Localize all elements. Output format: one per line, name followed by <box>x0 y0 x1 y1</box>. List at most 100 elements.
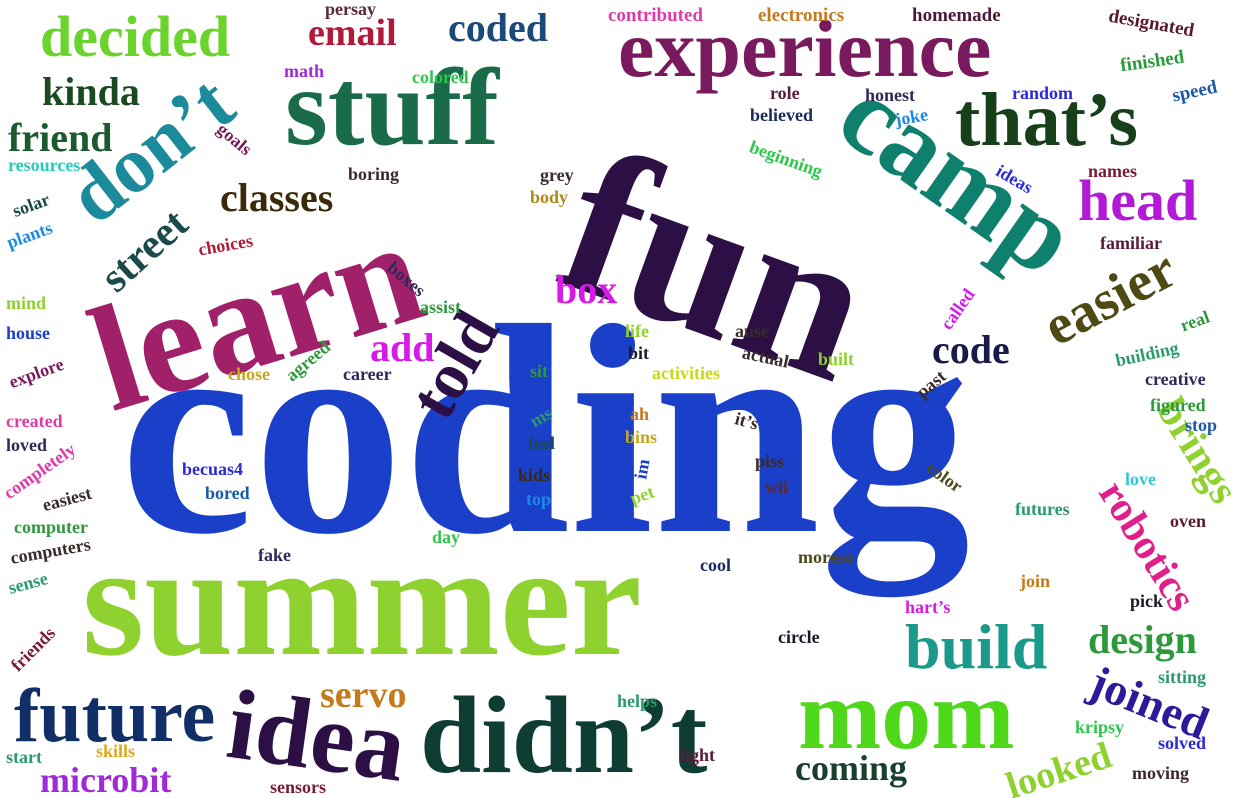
word-honest: honest <box>865 85 916 105</box>
word-moreso: moreso <box>798 547 854 567</box>
word-figured: figured <box>1150 395 1206 415</box>
word-join: join <box>1020 571 1051 591</box>
word-piss: piss <box>755 451 785 471</box>
word-easiest: easiest <box>40 482 94 516</box>
word-looked: looked <box>1001 734 1117 798</box>
word-mom: mom <box>798 659 1015 770</box>
word-homemade: homemade <box>912 5 1001 26</box>
word-love: love <box>1125 469 1156 489</box>
word-add: add <box>370 325 435 370</box>
word-loved: loved <box>6 435 48 455</box>
word-wii: wii <box>765 477 789 497</box>
word-house: house <box>6 323 51 343</box>
word-futures: futures <box>1015 499 1070 519</box>
word-kripsy: kripsy <box>1075 717 1125 737</box>
word-chose: chose <box>228 364 270 384</box>
word-electronics: electronics <box>758 5 845 26</box>
word-grey: grey <box>540 165 574 185</box>
word-math: math <box>284 61 324 81</box>
word-resources: resources <box>8 155 81 175</box>
word-life: life <box>625 321 649 341</box>
word-boring: boring <box>348 164 400 184</box>
word-becuas4: becuas4 <box>182 459 244 479</box>
word-feel: feel <box>528 433 555 453</box>
word-designated: designated <box>1106 5 1196 42</box>
word-building: building <box>1113 337 1181 371</box>
word-harts: hart’s <box>905 597 951 617</box>
word-im: im <box>630 457 654 481</box>
word-oven: oven <box>1170 511 1206 531</box>
word-summer: summer <box>82 511 642 689</box>
word-believed: believed <box>750 105 813 125</box>
word-mind: mind <box>6 293 47 313</box>
word-kinda: kinda <box>42 69 140 114</box>
word-bit: bit <box>628 343 650 363</box>
word-helps: helps <box>617 691 658 711</box>
word-career: career <box>343 364 392 384</box>
word-built: built <box>818 349 855 369</box>
word-top: top <box>526 489 552 509</box>
word-colored: colored <box>412 67 469 87</box>
word-goals: goals <box>213 118 256 160</box>
word-stuff: stuff <box>285 46 499 168</box>
word-computers: computers <box>8 534 93 568</box>
word-email: email <box>308 12 397 54</box>
word-head: head <box>1078 168 1198 233</box>
word-coding: coding <box>120 264 971 596</box>
word-code: code <box>932 327 1010 372</box>
word-fake: fake <box>258 545 291 565</box>
word-build: build <box>905 611 1048 682</box>
word-creative: creative <box>1145 369 1206 389</box>
word-ause: ause <box>735 321 770 341</box>
word-real: real <box>1177 306 1213 336</box>
word-bored: bored <box>205 483 250 503</box>
word-future: future <box>14 674 216 758</box>
word-kids: kids <box>518 465 551 485</box>
word-thats: that’s <box>955 78 1138 162</box>
word-box: box <box>555 267 618 312</box>
word-contributed: contributed <box>608 5 703 26</box>
word-sense: sense <box>6 568 50 598</box>
word-role: role <box>770 83 800 103</box>
word-ah: ah <box>630 404 650 424</box>
word-random: random <box>1012 83 1074 103</box>
word-start: start <box>6 747 42 767</box>
word-easier: easier <box>1033 237 1187 359</box>
word-body: body <box>530 187 569 207</box>
word-bins: bins <box>625 427 658 447</box>
word-light: light <box>680 745 716 765</box>
word-friends: friends <box>6 622 60 676</box>
word-computer: computer <box>14 517 88 537</box>
word-pick: pick <box>1130 591 1164 611</box>
word-servo: servo <box>320 674 407 716</box>
word-assist: assist <box>420 297 462 317</box>
word-coming: coming <box>795 748 907 788</box>
word-plants: plants <box>3 217 56 253</box>
word-stop: stop <box>1185 415 1218 435</box>
word-microbit: microbit <box>40 760 172 798</box>
word-solar: solar <box>9 189 53 221</box>
word-created: created <box>6 411 63 431</box>
word-sitting: sitting <box>1158 667 1207 687</box>
word-speed: speed <box>1170 76 1220 107</box>
word-friend: friend <box>8 115 113 160</box>
word-coded: coded <box>448 5 548 50</box>
word-skills: skills <box>96 741 136 761</box>
word-cool: cool <box>700 555 731 575</box>
word-persay: persay <box>325 0 376 19</box>
word-explore: explore <box>6 353 67 393</box>
word-familiar: familiar <box>1100 233 1162 253</box>
word-design: design <box>1088 617 1197 662</box>
word-day: day <box>432 527 461 547</box>
word-solved: solved <box>1158 733 1207 753</box>
word-decided: decided <box>40 4 231 69</box>
word-sit: sit <box>530 361 548 381</box>
word-didnt: didn’t <box>420 674 708 796</box>
word-moving: moving <box>1132 763 1190 783</box>
word-finished: finished <box>1118 46 1186 77</box>
word-sensors: sensors <box>270 777 327 797</box>
word-classes: classes <box>220 175 334 220</box>
word-experience: experience <box>618 3 992 94</box>
word-activities: activities <box>652 363 720 383</box>
